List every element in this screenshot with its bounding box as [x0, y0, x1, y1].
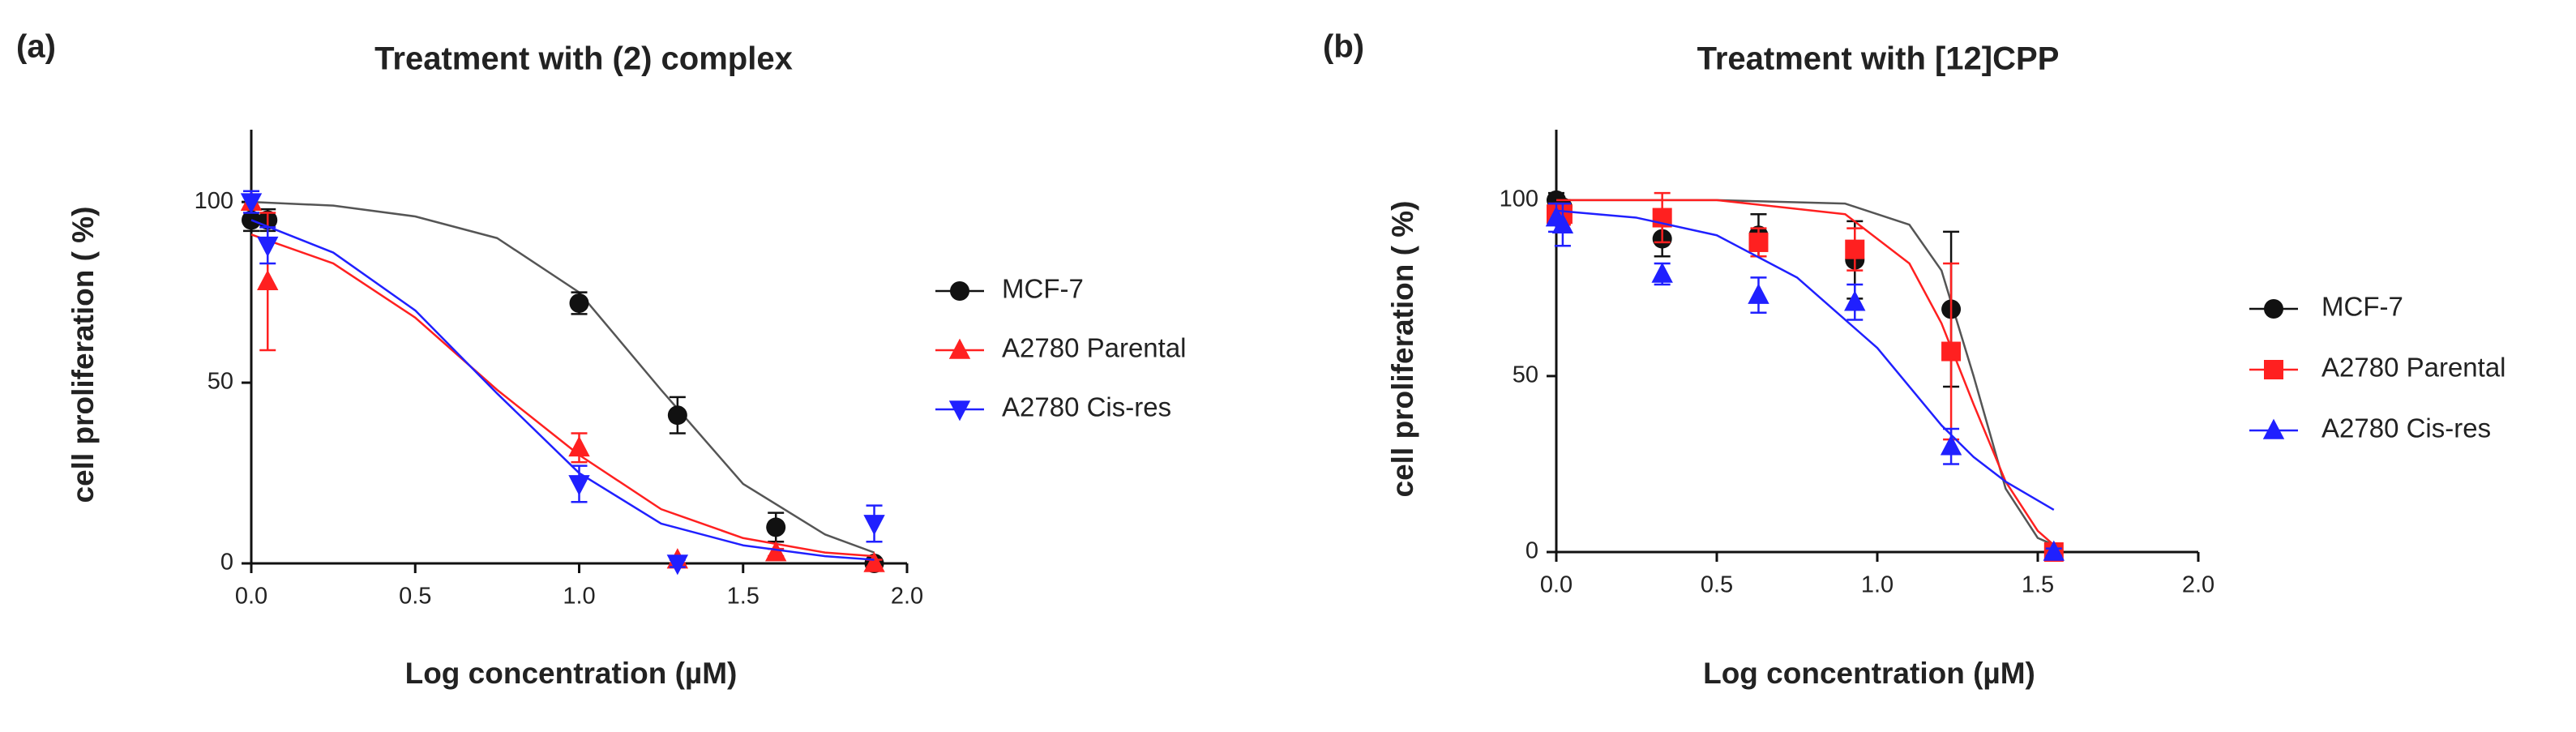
- data-point: [666, 554, 689, 576]
- data-point: [257, 269, 279, 291]
- legend-marker: [950, 281, 969, 301]
- y-tick-label: 0: [1525, 538, 1538, 564]
- legend-label: A2780 Parental: [1002, 333, 1187, 363]
- data-point: [1940, 434, 1962, 456]
- legend-label: A2780 Parental: [2321, 353, 2506, 383]
- fit-curve: [250, 200, 875, 554]
- data-point: [1845, 239, 1865, 259]
- legend-marker: [2264, 360, 2283, 379]
- data-point: [568, 475, 590, 496]
- data-point: [568, 435, 590, 457]
- x-tick-label: 0.0: [1540, 572, 1573, 598]
- x-tick-label: 2.0: [2182, 572, 2214, 598]
- data-point: [765, 541, 787, 562]
- fit-curve: [1555, 209, 2055, 511]
- data-point: [1844, 290, 1866, 311]
- x-tick-label: 2.0: [891, 584, 923, 610]
- y-tick-label: 50: [208, 369, 233, 395]
- x-tick-label: 1.5: [2022, 572, 2054, 598]
- data-point: [240, 193, 263, 214]
- data-point: [766, 517, 786, 537]
- chart-title: Treatment with (2) complex: [374, 41, 793, 77]
- y-axis-label: cell proliferation ( %): [1386, 201, 1419, 498]
- legend-label: A2780 Cis-res: [1002, 392, 1171, 422]
- y-tick-label: 50: [1513, 362, 1538, 388]
- panel-label: (a): [16, 29, 56, 65]
- chart-title: Treatment with [12]CPP: [1697, 41, 2060, 77]
- x-tick-label: 1.5: [727, 584, 760, 610]
- panel-label: (b): [1323, 29, 1364, 65]
- y-tick-label: 0: [220, 550, 233, 576]
- data-point: [257, 236, 279, 258]
- x-axis-label: Log concentration (µM): [1703, 657, 2035, 690]
- x-axis-label: Log concentration (µM): [405, 657, 738, 690]
- legend-marker: [948, 338, 971, 359]
- legend-marker: [948, 400, 971, 422]
- x-tick-label: 1.0: [563, 584, 595, 610]
- fit-curve: [1556, 199, 2055, 546]
- data-point: [1748, 283, 1769, 304]
- data-point: [569, 293, 589, 313]
- data-point: [1551, 212, 1574, 234]
- x-tick-label: 0.5: [1701, 572, 1733, 598]
- x-tick-label: 1.0: [1861, 572, 1893, 598]
- y-axis-label: cell proliferation ( %): [66, 207, 100, 503]
- legend-marker: [2264, 299, 2283, 319]
- fit-curve: [1556, 199, 2055, 546]
- legend-marker: [2262, 418, 2285, 439]
- legend-label: MCF-7: [2321, 292, 2403, 322]
- data-point: [1651, 262, 1673, 283]
- data-point: [1748, 232, 1769, 252]
- legend-label: A2780 Cis-res: [2321, 413, 2491, 443]
- x-tick-label: 0.0: [235, 584, 267, 610]
- data-point: [1941, 341, 1962, 362]
- data-point: [863, 515, 885, 536]
- data-point: [2043, 540, 2065, 561]
- legend-label: MCF-7: [1002, 274, 1084, 304]
- y-tick-label: 100: [1500, 186, 1538, 212]
- x-tick-label: 0.5: [399, 584, 431, 610]
- data-point: [667, 405, 687, 426]
- data-point: [863, 551, 885, 572]
- y-tick-label: 100: [195, 188, 233, 214]
